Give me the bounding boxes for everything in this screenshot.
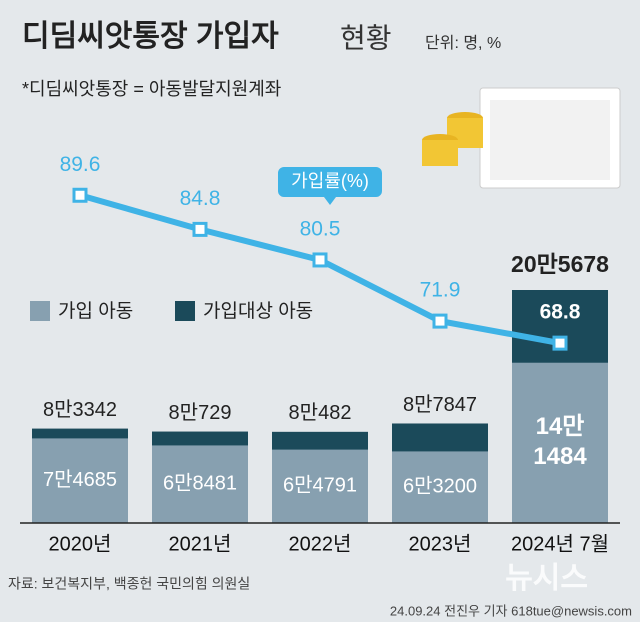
enrolled-label: 14만 1484: [533, 413, 587, 470]
enrolled-label: 6만8481: [163, 471, 237, 494]
callout-label: 가입률(%): [291, 171, 369, 191]
legend-label: 가입 아동: [58, 300, 133, 322]
rate-label: 80.5: [300, 218, 341, 241]
legend-swatch: [30, 301, 50, 321]
watermark: 뉴시스: [505, 562, 588, 595]
enrolled-bar: [512, 362, 608, 523]
rate-marker: [552, 335, 568, 351]
legend-label: 가입대상 아동: [203, 300, 313, 322]
enrolled-label: 7만4685: [43, 468, 117, 491]
rate-marker: [72, 187, 88, 203]
eligible-label: 8만729: [169, 401, 232, 424]
enrolled-bar: [392, 451, 488, 523]
bank-illustration: [422, 87, 621, 189]
note: *디딤씨앗통장 = 아동발달지원계좌: [22, 79, 281, 99]
x-tick-label: 2023년: [409, 532, 472, 555]
x-tick-label: 2020년: [49, 532, 112, 555]
eligible-label: 20만5678: [511, 251, 609, 277]
unit: 단위: 명, %: [425, 34, 501, 52]
credit: 24.09.24 전진우 기자 618tue@newsis.com: [390, 603, 632, 618]
x-tick-label: 2024년 7월: [511, 532, 609, 555]
rate-label: 84.8: [180, 187, 221, 210]
rate-marker: [192, 221, 208, 237]
chart-title-light: 현황: [340, 22, 392, 53]
enrolled-bar: [152, 445, 248, 523]
rate-label: 71.9: [420, 279, 461, 302]
callout-box: [278, 167, 382, 205]
rate-marker: [312, 252, 328, 268]
chart-title: 디딤씨앗통장 가입자: [22, 20, 279, 53]
enrolled-bar: [32, 438, 128, 523]
legend-swatch: [175, 301, 195, 321]
rate-marker: [432, 313, 448, 329]
eligible-label: 8만482: [289, 401, 352, 424]
enrolled-label: 6만3200: [403, 474, 477, 497]
enrolled-bar: [272, 449, 368, 523]
x-tick-label: 2022년: [289, 532, 352, 555]
source: 자료: 보건복지부, 백종헌 국민의힘 의원실: [8, 576, 250, 592]
x-tick-label: 2021년: [169, 532, 232, 555]
enrolled-label: 6만4791: [283, 474, 357, 497]
rate-label: 68.8: [540, 301, 581, 324]
eligible-label: 8만3342: [43, 398, 117, 421]
eligible-label: 8만7847: [403, 393, 477, 416]
rate-label: 89.6: [60, 153, 101, 176]
footer-band: [0, 568, 640, 622]
